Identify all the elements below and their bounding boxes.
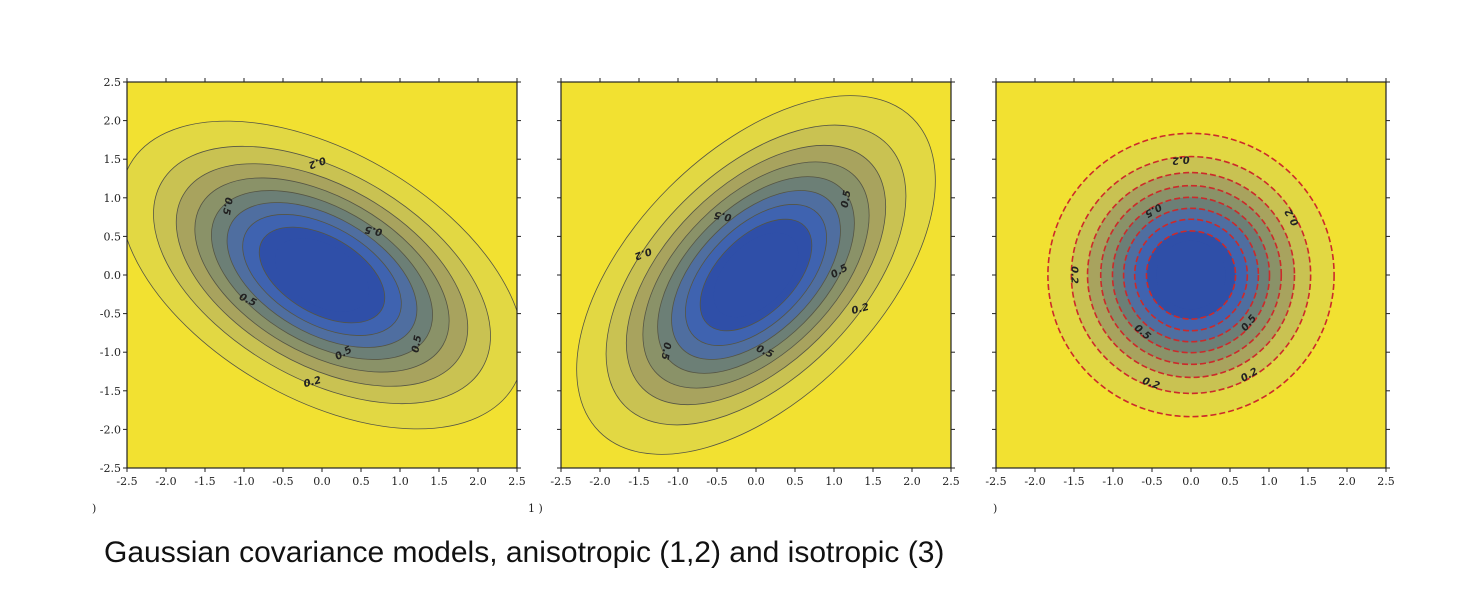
x-tick-label: -2.5 xyxy=(985,475,1006,488)
y-tick-label: -1.5 xyxy=(100,385,121,398)
x-tick-label: 1.5 xyxy=(864,475,882,488)
x-tick-label: 2.0 xyxy=(1338,475,1356,488)
x-tick-label: -1.0 xyxy=(233,475,254,488)
x-tick-label: 0.0 xyxy=(747,475,765,488)
y-tick-label: 2.0 xyxy=(104,115,122,128)
y-tick-label: 2.5 xyxy=(104,76,122,89)
x-tick-label: -2.5 xyxy=(116,475,137,488)
panel-number-fragment-3: ) xyxy=(993,502,997,515)
y-tick-label: 1.0 xyxy=(104,192,122,205)
x-tick-label: 1.0 xyxy=(391,475,409,488)
panel-number-fragment-2: 1 ) xyxy=(528,502,543,515)
x-tick-label: 0.5 xyxy=(1221,475,1239,488)
y-tick-label: -2.5 xyxy=(100,462,121,475)
y-tick-label: 1.5 xyxy=(104,153,122,166)
contour-core xyxy=(1156,240,1226,310)
x-tick-label: 0.5 xyxy=(352,475,370,488)
x-tick-label: 0.0 xyxy=(313,475,331,488)
contour-label: 0.5 xyxy=(713,209,732,223)
contour-fill-group: 0.20.50.50.50.50.50.2 xyxy=(127,120,517,430)
contour-label: 0.5 xyxy=(410,334,424,353)
contour-plot-1: 0.20.50.50.50.50.50.2-2.5 -2.0 -1.5 -1.0 -0.… xyxy=(100,76,526,488)
x-tick-label: -1.5 xyxy=(194,475,215,488)
x-tick-label: -1.5 xyxy=(1063,475,1084,488)
x-tick-label: -1.0 xyxy=(667,475,688,488)
y-tick-label: 0.0 xyxy=(104,269,122,282)
x-tick-label: -2.0 xyxy=(155,475,176,488)
contour-label: 0.5 xyxy=(220,196,234,215)
contour-plot-3: 0.2 0.20.5 0.50.20.20.50.2-2.5 -2.0 -1.5 -1.0… xyxy=(985,78,1395,488)
figure-caption: Gaussian covariance models, anisotropic … xyxy=(104,536,945,569)
contour-label: 0.5 xyxy=(840,189,854,208)
x-tick-label: 1.0 xyxy=(1260,475,1278,488)
contour-core xyxy=(274,238,370,312)
x-tick-label: -2.0 xyxy=(1024,475,1045,488)
panel-number-fragment-1: ) xyxy=(92,502,96,515)
y-tick-label: -1.0 xyxy=(100,346,121,359)
contour-label: 0.5 xyxy=(364,223,383,237)
x-tick-label: -2.5 xyxy=(550,475,571,488)
x-tick-label: 2.5 xyxy=(942,475,960,488)
y-tick-label: -0.5 xyxy=(100,308,121,321)
x-tick-label: 1.5 xyxy=(430,475,448,488)
x-tick-label: 2.5 xyxy=(508,475,526,488)
x-tick-label: -0.5 xyxy=(272,475,293,488)
contour-fill-group: 0.2 0.20.5 0.50.20.20.50.2 xyxy=(1047,132,1335,418)
x-tick-label: 0.0 xyxy=(1182,475,1200,488)
x-tick-label: -0.5 xyxy=(706,475,727,488)
x-tick-label: -1.0 xyxy=(1102,475,1123,488)
contour-label: 0.5 xyxy=(658,341,672,360)
y-tick-label: -2.0 xyxy=(100,423,121,436)
x-tick-label: -1.5 xyxy=(628,475,649,488)
y-tick-label: 0.5 xyxy=(104,230,122,243)
x-tick-label: 1.0 xyxy=(825,475,843,488)
contour-plot-2: 0.20.50.50.50.50.50.2-2.5 -2.0 -1.5 -1.0 -0.… xyxy=(550,78,960,488)
contour-label: 0.2 xyxy=(303,375,323,390)
x-tick-label: 2.0 xyxy=(469,475,487,488)
contour-fill-group: 0.20.50.50.50.50.50.2 xyxy=(576,95,936,455)
contour-label: 0.2 xyxy=(1171,153,1190,166)
x-tick-label: -0.5 xyxy=(1141,475,1162,488)
x-tick-label: 2.0 xyxy=(903,475,921,488)
x-tick-label: -2.0 xyxy=(589,475,610,488)
x-tick-label: 0.5 xyxy=(786,475,804,488)
contour-label: 0.2 xyxy=(1068,266,1079,284)
x-tick-label: 2.5 xyxy=(1377,475,1395,488)
contour-label: 0.2 xyxy=(850,302,870,317)
contour-core xyxy=(713,232,799,318)
x-tick-label: 1.5 xyxy=(1299,475,1317,488)
